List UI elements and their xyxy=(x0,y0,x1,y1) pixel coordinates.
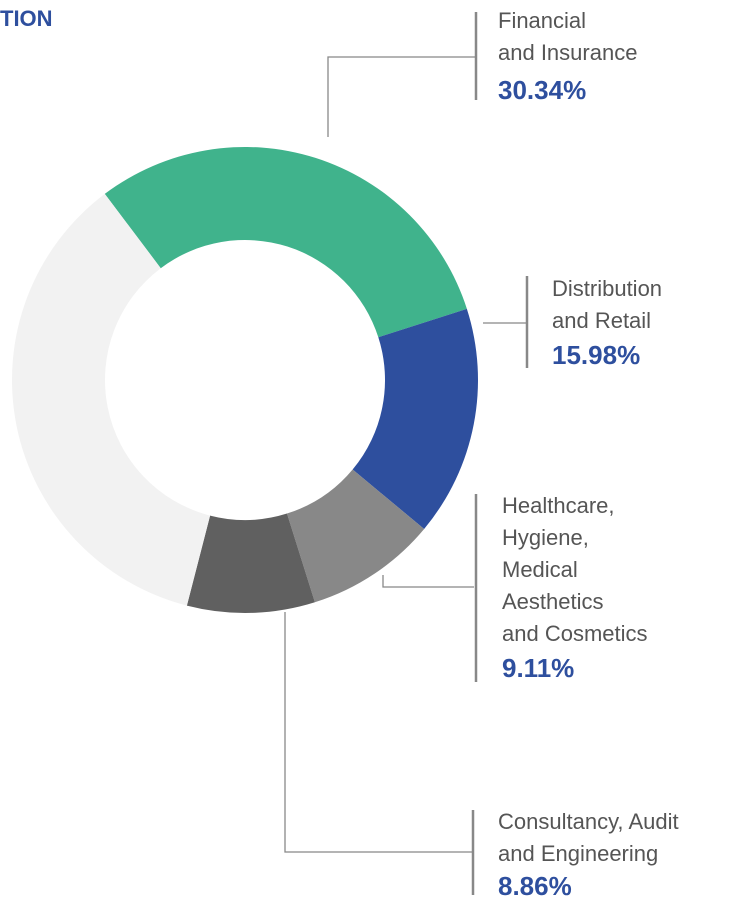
chart-title: TION xyxy=(0,6,53,31)
category-label: Financial and Insurance xyxy=(498,8,637,65)
category-label-line: Financial xyxy=(498,8,586,33)
donut-segment xyxy=(352,308,478,529)
donut-segment xyxy=(286,469,425,603)
leader-line xyxy=(284,612,472,853)
category-label-line: and Cosmetics xyxy=(502,621,648,646)
leader-lines xyxy=(284,56,527,853)
category-label: Distribution and Retail xyxy=(552,276,662,333)
category-label-line: Aesthetics xyxy=(502,589,604,614)
leader-line xyxy=(327,56,475,137)
category-label-line: Distribution xyxy=(552,276,662,301)
value-label: 15.98% xyxy=(552,340,640,370)
category-label-line: Consultancy, Audit xyxy=(498,809,679,834)
category-label-line: and Engineering xyxy=(498,841,658,866)
donut-segment xyxy=(11,193,211,606)
donut-segment xyxy=(186,513,315,613)
category-label-line: and Retail xyxy=(552,308,651,333)
value-label: 30.34% xyxy=(498,75,586,105)
category-label-line: and Insurance xyxy=(498,40,637,65)
category-label-line: Hygiene, xyxy=(502,525,589,550)
donut-segment xyxy=(104,146,467,338)
value-label: 8.86% xyxy=(498,871,572,901)
category-label-line: Medical xyxy=(502,557,578,582)
category-label-line: Healthcare, xyxy=(502,493,615,518)
category-label: Healthcare, Hygiene, Medical Aesthetics and … xyxy=(502,493,648,646)
leader-line xyxy=(382,575,474,588)
category-label: Consultancy, Audit and Engineering xyxy=(498,809,679,866)
value-label: 9.11% xyxy=(502,653,574,683)
